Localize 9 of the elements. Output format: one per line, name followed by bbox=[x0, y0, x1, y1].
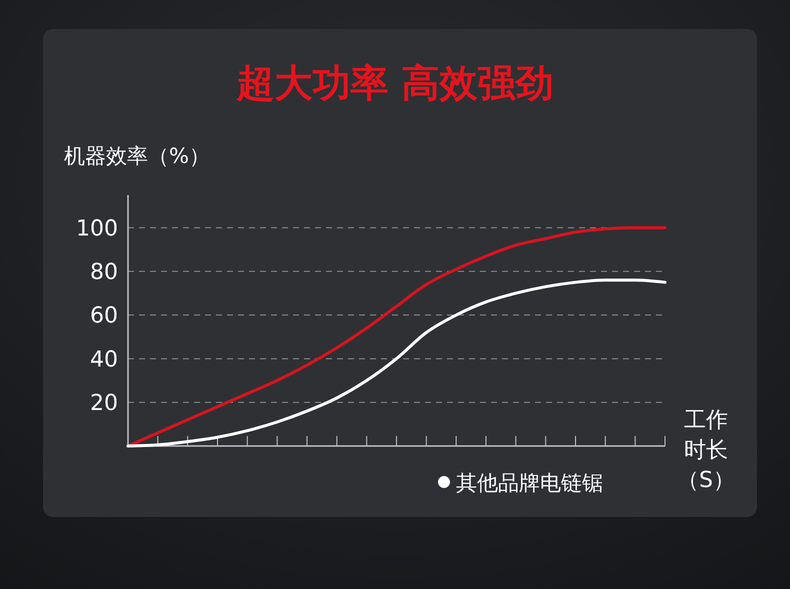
y-tick-label: 20 bbox=[90, 391, 118, 416]
y-tick-label: 40 bbox=[90, 347, 118, 372]
legend-label: 其他品牌电链锯 bbox=[456, 471, 603, 495]
chart-title: 超大功率 高效强劲 bbox=[235, 61, 554, 105]
y-tick-label: 60 bbox=[90, 304, 118, 329]
y-axis-title: 机器效率（%） bbox=[64, 144, 210, 168]
y-tick-label: 100 bbox=[76, 216, 118, 242]
y-tick-label: 80 bbox=[90, 260, 118, 286]
x-axis-title: 工作时长（S） bbox=[677, 408, 735, 493]
